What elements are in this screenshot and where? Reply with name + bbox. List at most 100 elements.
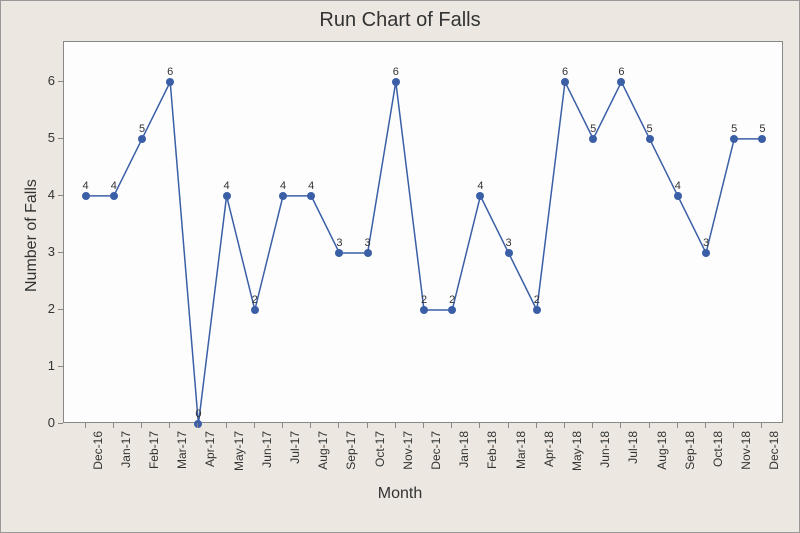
x-tick-mark [338, 423, 339, 428]
data-point-label: 6 [167, 66, 173, 78]
x-tick-label: Jan-17 [119, 431, 133, 477]
x-tick-label: Nov-18 [739, 431, 753, 477]
data-point-label: 6 [393, 66, 399, 78]
data-point [364, 249, 372, 257]
data-point-label: 3 [336, 237, 342, 249]
x-tick-label: Feb-18 [485, 431, 499, 477]
x-tick-label: Feb-17 [147, 431, 161, 477]
x-tick-mark [85, 423, 86, 428]
x-tick-mark [761, 423, 762, 428]
x-tick-label: Apr-18 [542, 431, 556, 477]
x-tick-label: Dec-18 [767, 431, 781, 477]
x-tick-mark [395, 423, 396, 428]
data-point [223, 192, 231, 200]
data-point-label: 4 [477, 180, 483, 192]
data-point [702, 249, 710, 257]
x-axis-label: Month [1, 485, 799, 503]
data-point [646, 135, 654, 143]
data-point [307, 192, 315, 200]
data-point-label: 4 [280, 180, 286, 192]
x-tick-label: Apr-17 [203, 431, 217, 477]
x-tick-label: Nov-17 [401, 431, 415, 477]
y-tick-mark [58, 195, 63, 196]
data-point-label: 2 [252, 294, 258, 306]
x-tick-label: Mar-18 [514, 431, 528, 477]
y-tick-label: 2 [35, 301, 55, 316]
data-point [533, 306, 541, 314]
x-tick-mark [677, 423, 678, 428]
x-tick-mark [479, 423, 480, 428]
chart-frame: Run Chart of Falls 445604244336224326565… [0, 0, 800, 533]
data-point [82, 192, 90, 200]
x-tick-mark [367, 423, 368, 428]
data-point [194, 420, 202, 428]
data-point [561, 78, 569, 86]
data-point-label: 4 [111, 180, 117, 192]
data-point [730, 135, 738, 143]
y-tick-label: 0 [35, 415, 55, 430]
y-tick-mark [58, 309, 63, 310]
x-tick-mark [423, 423, 424, 428]
data-point [617, 78, 625, 86]
plot-area: 4456042443362243265654355 [63, 41, 783, 423]
y-tick-mark [58, 138, 63, 139]
data-point-label: 4 [675, 180, 681, 192]
data-point-label: 3 [365, 237, 371, 249]
x-tick-mark [282, 423, 283, 428]
x-tick-mark [705, 423, 706, 428]
data-point-label: 5 [731, 123, 737, 135]
data-point-label: 0 [195, 408, 201, 420]
x-tick-label: Dec-16 [91, 431, 105, 477]
x-tick-label: Oct-17 [373, 431, 387, 477]
x-tick-mark [564, 423, 565, 428]
x-tick-mark [197, 423, 198, 428]
y-tick-label: 3 [35, 244, 55, 259]
x-tick-mark [169, 423, 170, 428]
y-tick-mark [58, 366, 63, 367]
x-tick-label: Oct-18 [711, 431, 725, 477]
x-tick-mark [113, 423, 114, 428]
data-point-label: 2 [421, 294, 427, 306]
y-tick-mark [58, 423, 63, 424]
data-point-label: 4 [224, 180, 230, 192]
data-point-label: 5 [590, 123, 596, 135]
x-tick-label: Mar-17 [175, 431, 189, 477]
x-tick-mark [254, 423, 255, 428]
data-point [420, 306, 428, 314]
x-tick-label: Aug-18 [655, 431, 669, 477]
y-tick-label: 4 [35, 187, 55, 202]
x-tick-label: Jun-18 [598, 431, 612, 477]
y-tick-label: 1 [35, 358, 55, 373]
data-point [392, 78, 400, 86]
x-tick-label: Aug-17 [316, 431, 330, 477]
data-point-label: 5 [759, 123, 765, 135]
data-point [279, 192, 287, 200]
data-point [138, 135, 146, 143]
data-point-label: 3 [703, 237, 709, 249]
data-point-label: 3 [506, 237, 512, 249]
chart-line-svg [64, 42, 784, 424]
data-point [589, 135, 597, 143]
x-tick-mark [536, 423, 537, 428]
data-point [448, 306, 456, 314]
y-tick-label: 5 [35, 130, 55, 145]
x-tick-label: Jul-17 [288, 431, 302, 477]
data-point-label: 6 [618, 66, 624, 78]
data-point-label: 5 [647, 123, 653, 135]
data-point [251, 306, 259, 314]
x-tick-label: Dec-17 [429, 431, 443, 477]
x-tick-label: Jan-18 [457, 431, 471, 477]
data-point-label: 4 [83, 180, 89, 192]
x-tick-label: May-18 [570, 431, 584, 477]
data-point [166, 78, 174, 86]
x-tick-mark [620, 423, 621, 428]
x-tick-mark [451, 423, 452, 428]
data-point [674, 192, 682, 200]
x-tick-label: Jul-18 [626, 431, 640, 477]
x-tick-mark [141, 423, 142, 428]
chart-title: Run Chart of Falls [1, 9, 799, 32]
data-point [335, 249, 343, 257]
data-point-label: 2 [449, 294, 455, 306]
x-tick-mark [508, 423, 509, 428]
x-tick-mark [733, 423, 734, 428]
